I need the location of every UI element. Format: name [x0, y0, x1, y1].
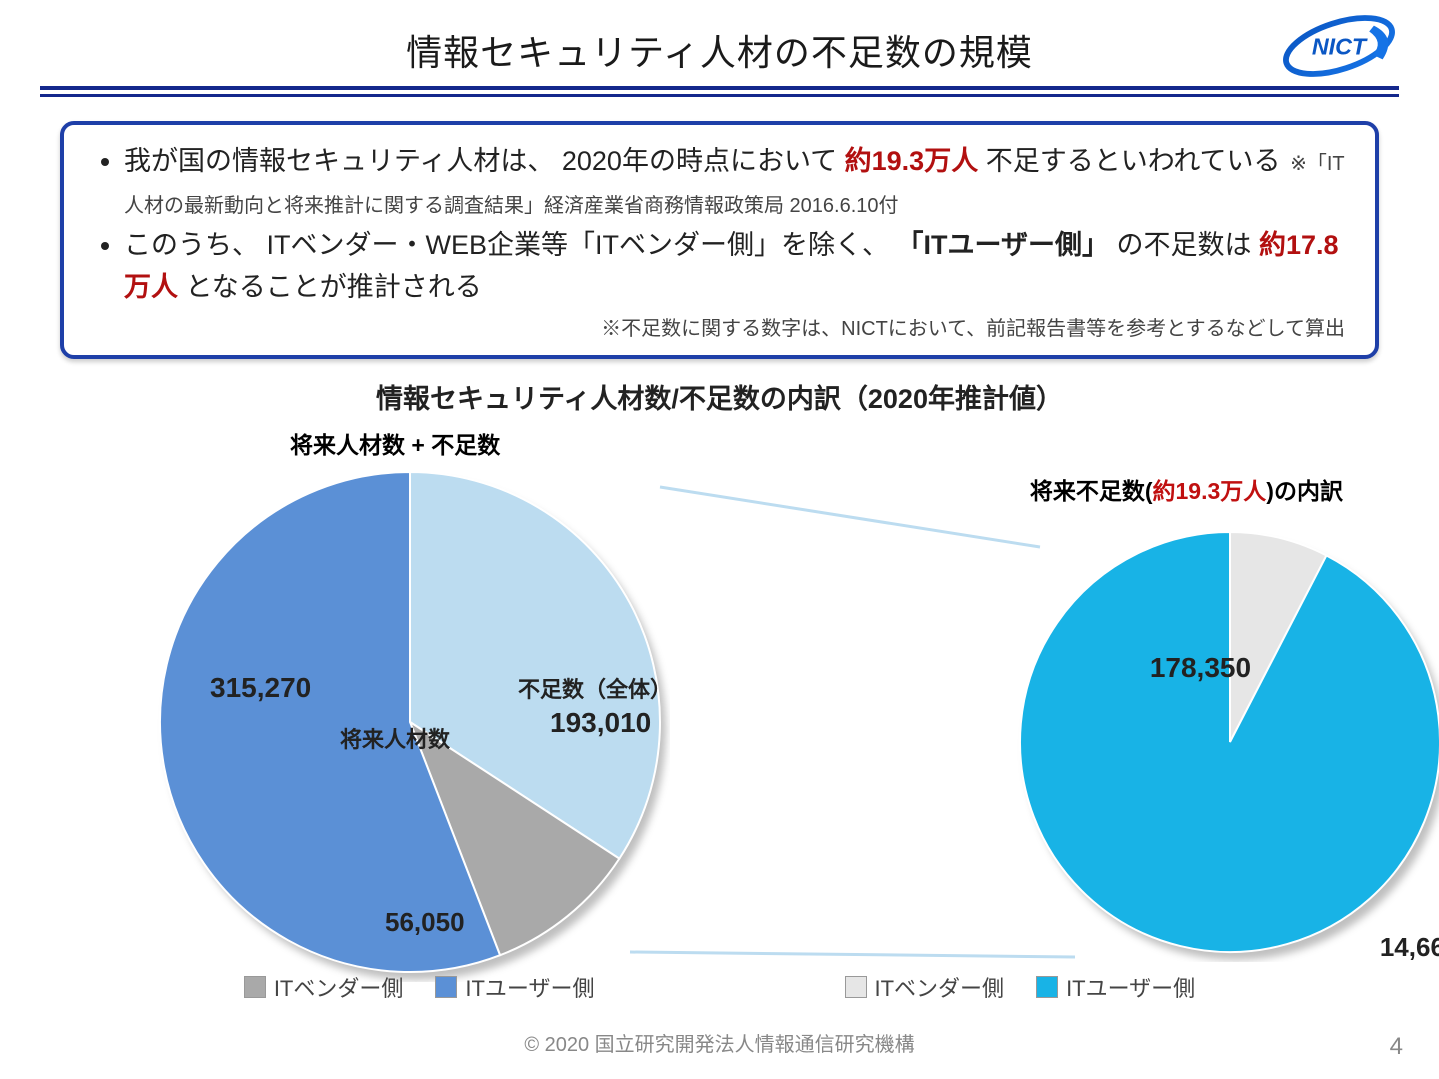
- chart-label-vendor_v: 56,050: [385, 907, 465, 938]
- chart-label-short_v: 193,010: [550, 707, 651, 739]
- legend-item: ITベンダー側: [244, 971, 404, 1003]
- chart-row: 将来人材数 + 不足数 将来人材数 315,270 不足数（全体）193,010 56…: [40, 422, 1399, 1012]
- chart-label-vendor_v: 14,660: [1380, 932, 1439, 963]
- footer-copyright: © 2020 国立研究開発法人情報通信研究機構: [0, 1028, 1439, 1057]
- chart-title: 情報セキュリティ人材数/不足数の内訳（2020年推計値）: [40, 377, 1399, 416]
- title-rules: [40, 86, 1399, 97]
- bullet-2-post: となることが推計される: [186, 272, 482, 302]
- page-title: 情報セキュリティ人材の不足数の規模: [406, 24, 1033, 76]
- right-subtitle: 将来不足数(約19.3万人)の内訳: [1030, 472, 1343, 506]
- nict-logo: NICT: [1279, 14, 1399, 83]
- connector-line: [630, 952, 1075, 957]
- bullet-2-mid: の不足数は: [1116, 230, 1251, 260]
- chart-label-user_v: 178,350: [1150, 652, 1251, 684]
- legend-right: ITベンダー側 ITユーザー側: [845, 971, 1196, 1003]
- slide: 情報セキュリティ人材の不足数の規模 NICT 我が国の情報セキュリティ人材は、 …: [0, 0, 1439, 1079]
- legend-item: ITユーザー側: [435, 971, 594, 1003]
- right-subtitle-red: 約19.3万人: [1153, 478, 1267, 504]
- right-pie: [1010, 522, 1439, 967]
- legend-swatch: [845, 976, 867, 998]
- legend-swatch: [1036, 976, 1058, 998]
- legend-label: ITユーザー側: [1066, 971, 1195, 1003]
- connector-line: [660, 487, 1040, 547]
- page-number: 4: [1390, 1033, 1403, 1061]
- chart-label-short_lbl: 不足数（全体）: [518, 672, 672, 704]
- legend-swatch: [244, 976, 266, 998]
- chart-label-future_v: 315,270: [210, 672, 311, 704]
- legend-left: ITベンダー側 ITユーザー側: [244, 971, 595, 1003]
- legend-label: ITベンダー側: [274, 971, 404, 1003]
- legend-label: ITベンダー側: [875, 971, 1005, 1003]
- legend-item: ITベンダー側: [845, 971, 1005, 1003]
- bullet-1-post: 不足するといわれている: [986, 146, 1288, 176]
- bullet-2-bold: 「ITユーザー側」: [897, 230, 1109, 260]
- chart-label-future: 将来人材数: [340, 722, 450, 754]
- legend-swatch: [435, 976, 457, 998]
- bullet-1-emph: 約19.3万人: [845, 146, 979, 176]
- right-subtitle-pre: 将来不足数(: [1030, 478, 1153, 504]
- legend-item: ITユーザー側: [1036, 971, 1195, 1003]
- bullet-1-pre: 我が国の情報セキュリティ人材は、 2020年の時点において: [124, 146, 845, 176]
- box-footnote: ※不足数に関する数字は、NICTにおいて、前記報告書等を参考とするなどして算出: [90, 312, 1349, 341]
- bullet-1: 我が国の情報セキュリティ人材は、 2020年の時点において 約19.3万人 不足…: [124, 141, 1349, 225]
- legend-row: ITベンダー側 ITユーザー側 ITベンダー側 ITユーザー側: [0, 971, 1439, 1003]
- summary-box: 我が国の情報セキュリティ人材は、 2020年の時点において 約19.3万人 不足…: [60, 121, 1379, 359]
- legend-label: ITユーザー側: [465, 971, 594, 1003]
- left-subtitle: 将来人材数 + 不足数: [290, 426, 500, 460]
- right-subtitle-post: )の内訳: [1266, 478, 1343, 504]
- title-row: 情報セキュリティ人材の不足数の規模 NICT: [40, 20, 1399, 80]
- logo-text: NICT: [1312, 34, 1368, 60]
- pie-slice: [1020, 532, 1439, 952]
- bullet-2-pre: このうち、 ITベンダー・WEB企業等「ITベンダー側」を除く、: [124, 230, 897, 260]
- bullet-2: このうち、 ITベンダー・WEB企業等「ITベンダー側」を除く、 「ITユーザー…: [124, 225, 1349, 309]
